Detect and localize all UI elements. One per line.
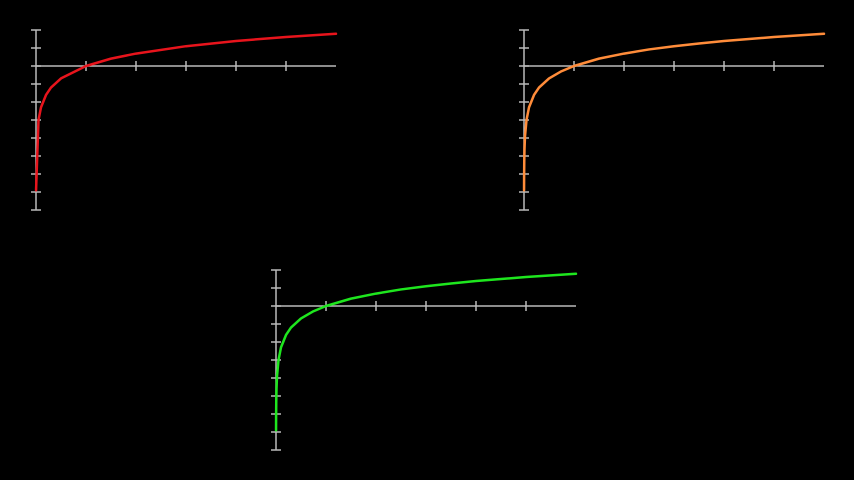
curve (34, 32, 338, 192)
chart (31, 29, 338, 211)
curve (274, 272, 578, 432)
chart (271, 269, 578, 451)
chart (519, 29, 826, 211)
curve (522, 32, 826, 192)
